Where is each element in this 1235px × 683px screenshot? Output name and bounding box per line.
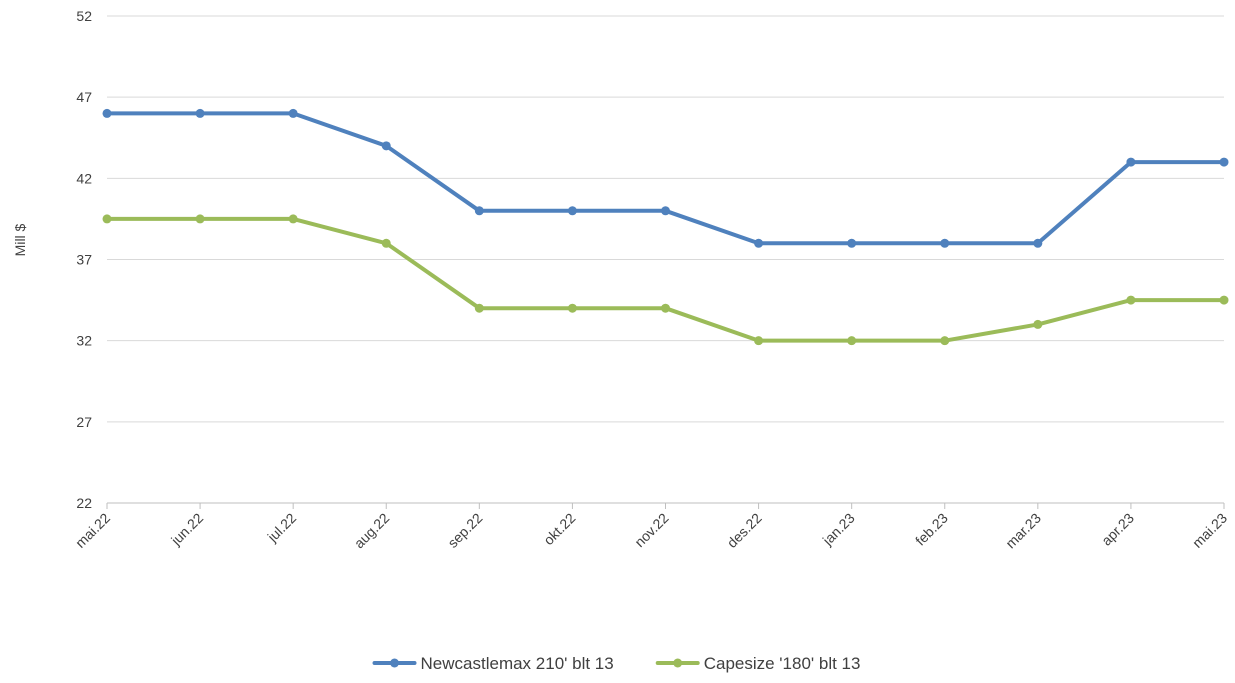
x-tick-label: mai.22 (72, 510, 113, 551)
x-tick-label: okt.22 (540, 510, 578, 548)
x-tick-label: aug.22 (351, 510, 393, 552)
data-point (847, 238, 857, 248)
data-point (1219, 157, 1229, 167)
data-point (754, 336, 764, 346)
data-point (381, 238, 391, 248)
data-point (195, 214, 205, 224)
x-tick-label: jan.23 (819, 510, 858, 549)
legend-item: Newcastlemax 210' blt 13 (372, 654, 614, 673)
data-point (754, 238, 764, 248)
legend-marker (390, 658, 400, 668)
legend-marker (673, 658, 683, 668)
x-tick-label: mar.23 (1002, 510, 1044, 552)
data-point (940, 336, 950, 346)
data-point (940, 238, 950, 248)
series-2 (102, 214, 1229, 346)
legend: Newcastlemax 210' blt 13 Capesize '180' b… (372, 654, 861, 673)
x-tick-label: sep.22 (444, 510, 485, 551)
x-tick-label: apr.23 (1098, 510, 1137, 549)
legend-label: Capesize '180' blt 13 (704, 654, 861, 673)
series-1 (102, 108, 1229, 248)
legend-label: Newcastlemax 210' blt 13 (421, 654, 614, 673)
x-tick-label: feb.23 (912, 510, 951, 549)
gridlines (107, 15, 1224, 423)
series-line (105, 216, 1226, 343)
y-tick-label: 42 (76, 170, 92, 186)
data-point (381, 141, 391, 151)
data-point (567, 303, 577, 313)
data-point (1126, 157, 1136, 167)
x-tick-labels: mai.22 jun.22 jul.22 aug.22 sep.22 okt.22 nov.… (72, 510, 1230, 552)
series (102, 108, 1229, 346)
y-tick-label: 37 (76, 252, 92, 268)
y-tick-label: 52 (76, 8, 92, 24)
data-point (1219, 295, 1229, 305)
data-point (288, 108, 298, 118)
data-point (195, 108, 205, 118)
y-tick-labels: 22 27 32 37 42 47 52 (76, 8, 92, 511)
x-tick-label: jul.22 (264, 510, 300, 546)
data-point (661, 206, 670, 216)
y-tick-label: 47 (76, 89, 92, 105)
x-tick-label: jun.22 (167, 510, 206, 549)
y-axis-title: Mill $ (12, 223, 28, 256)
x-tick-label: nov.22 (631, 510, 671, 550)
data-point (1033, 238, 1043, 248)
x-tick-label: mai.23 (1189, 510, 1230, 551)
data-point (288, 214, 298, 224)
data-point (102, 214, 112, 224)
data-point (1126, 295, 1136, 305)
y-tick-label: 22 (76, 495, 92, 511)
y-tick-label: 27 (76, 414, 92, 430)
x-tick-label: des.22 (724, 510, 765, 551)
data-point (847, 336, 857, 346)
data-point (661, 303, 670, 313)
data-point (102, 108, 112, 118)
data-point (1033, 319, 1043, 329)
data-point (567, 206, 577, 216)
y-tick-label: 32 (76, 333, 92, 349)
data-point (474, 206, 484, 216)
axes (106, 502, 1225, 509)
data-point (474, 303, 484, 313)
legend-item: Capesize '180' blt 13 (655, 654, 861, 673)
